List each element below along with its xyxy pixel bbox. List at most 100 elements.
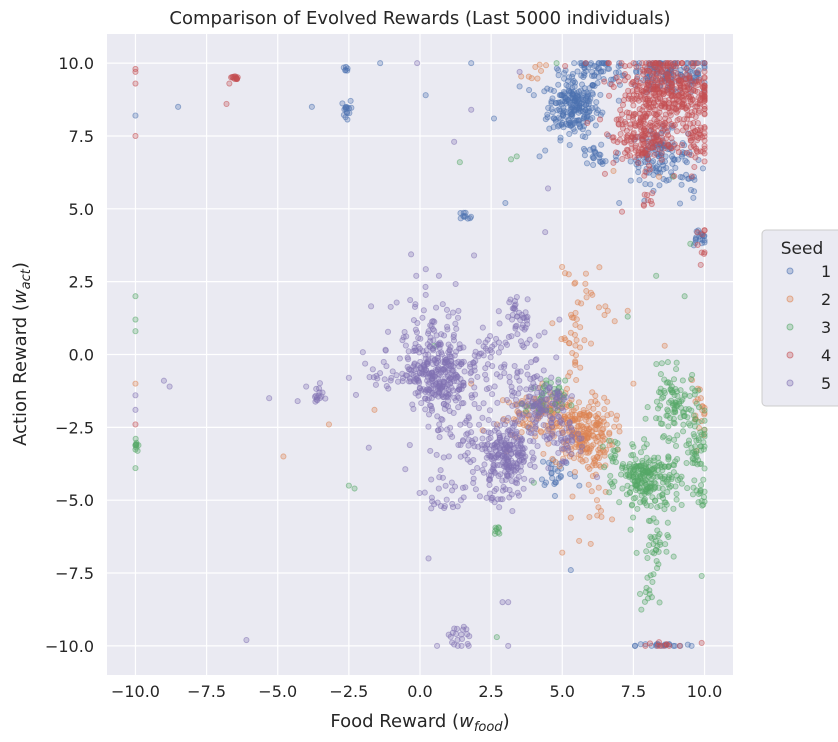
- point-seed-5: [503, 396, 510, 404]
- point-seed-5: [406, 378, 413, 385]
- point-seed-1: [542, 147, 549, 154]
- point-seed-5: [449, 504, 457, 511]
- point-seed-2: [572, 279, 579, 286]
- point-seed-3: [678, 501, 685, 509]
- point-seed-5: [497, 496, 504, 503]
- point-seed-1: [552, 118, 559, 125]
- point-seed-3: [672, 442, 680, 449]
- point-seed-4: [675, 149, 682, 156]
- point-seed-3: [643, 502, 650, 509]
- point-seed-5: [505, 333, 512, 341]
- point-seed-4: [701, 145, 708, 152]
- point-seed-4: [683, 65, 690, 72]
- point-seed-4: [654, 642, 661, 649]
- point-seed-5: [474, 464, 481, 472]
- point-seed-1: [551, 492, 559, 500]
- point-seed-3: [351, 485, 358, 492]
- point-seed-5: [523, 364, 530, 371]
- point-seed-4: [629, 134, 637, 141]
- point-seed-2: [586, 513, 593, 521]
- point-seed-1: [683, 159, 690, 166]
- point-seed-5: [446, 407, 453, 414]
- point-seed-4: [629, 88, 636, 95]
- point-seed-4: [612, 149, 620, 156]
- point-seed-5: [440, 401, 447, 408]
- point-seed-2: [606, 431, 613, 438]
- point-seed-3: [650, 473, 657, 480]
- point-seed-4: [675, 98, 683, 105]
- point-seed-5: [303, 383, 310, 390]
- point-seed-5: [166, 383, 173, 390]
- x-tick-label: 7.5: [621, 682, 646, 701]
- point-seed-5: [486, 407, 493, 414]
- point-seed-5: [487, 346, 494, 353]
- point-seed-3: [687, 240, 694, 247]
- point-seed-5: [519, 414, 526, 421]
- point-seed-2: [587, 424, 594, 431]
- point-seed-3: [660, 394, 667, 401]
- point-seed-3: [611, 448, 618, 455]
- point-seed-5: [505, 642, 512, 649]
- point-seed-4: [670, 100, 677, 107]
- point-seed-5: [504, 473, 511, 480]
- point-seed-4: [683, 104, 690, 111]
- point-seed-5: [381, 376, 388, 383]
- point-seed-4: [601, 170, 609, 177]
- point-seed-5: [524, 321, 531, 328]
- point-seed-2: [582, 457, 589, 464]
- x-tick-label: 2.5: [478, 682, 503, 701]
- legend: Seed 1 2 3 4 5: [761, 229, 838, 407]
- point-seed-4: [683, 149, 690, 156]
- point-seed-5: [514, 451, 521, 459]
- point-seed-4: [610, 134, 617, 141]
- point-seed-1: [597, 159, 605, 166]
- point-seed-4: [668, 135, 675, 142]
- point-seed-5: [422, 406, 429, 413]
- point-seed-3: [655, 459, 663, 466]
- point-seed-4: [621, 70, 629, 78]
- point-seed-5: [415, 377, 422, 384]
- point-seed-2: [587, 340, 595, 347]
- point-seed-1: [672, 164, 679, 171]
- point-seed-5: [493, 442, 501, 450]
- point-seed-3: [655, 561, 662, 568]
- legend-marker: [786, 323, 794, 331]
- point-seed-3: [670, 553, 677, 560]
- point-seed-5: [513, 428, 520, 435]
- point-seed-1: [616, 81, 623, 88]
- point-seed-5: [528, 400, 536, 407]
- point-seed-5: [511, 362, 518, 370]
- point-seed-5: [406, 441, 413, 449]
- point-seed-5: [541, 433, 548, 440]
- point-seed-3: [623, 491, 630, 498]
- point-seed-2: [571, 417, 578, 424]
- x-tick-label: 0.0: [407, 682, 432, 701]
- point-seed-1: [571, 106, 578, 113]
- point-seed-5: [505, 414, 512, 421]
- point-seed-1: [576, 102, 583, 109]
- point-seed-4: [630, 102, 637, 109]
- point-seed-5: [528, 477, 535, 484]
- point-seed-4: [641, 68, 648, 75]
- point-seed-1: [569, 73, 576, 80]
- point-seed-3: [673, 496, 680, 503]
- point-seed-5: [385, 385, 392, 392]
- point-seed-4: [661, 119, 668, 126]
- point-seed-4: [694, 120, 701, 127]
- point-seed-4: [639, 146, 646, 153]
- point-seed-2: [611, 423, 618, 430]
- point-seed-5: [444, 326, 451, 333]
- point-seed-5: [422, 291, 429, 298]
- point-seed-2: [572, 309, 579, 316]
- point-seed-5: [563, 394, 570, 401]
- point-seed-5: [447, 424, 454, 431]
- point-seed-5: [514, 331, 521, 338]
- point-seed-5: [524, 296, 531, 303]
- point-seed-1: [552, 465, 559, 472]
- point-seed-3: [601, 464, 608, 471]
- point-seed-4: [642, 75, 649, 82]
- point-seed-5: [520, 485, 527, 492]
- point-seed-5: [465, 442, 472, 449]
- point-seed-5: [434, 355, 441, 362]
- point-seed-4: [660, 140, 667, 147]
